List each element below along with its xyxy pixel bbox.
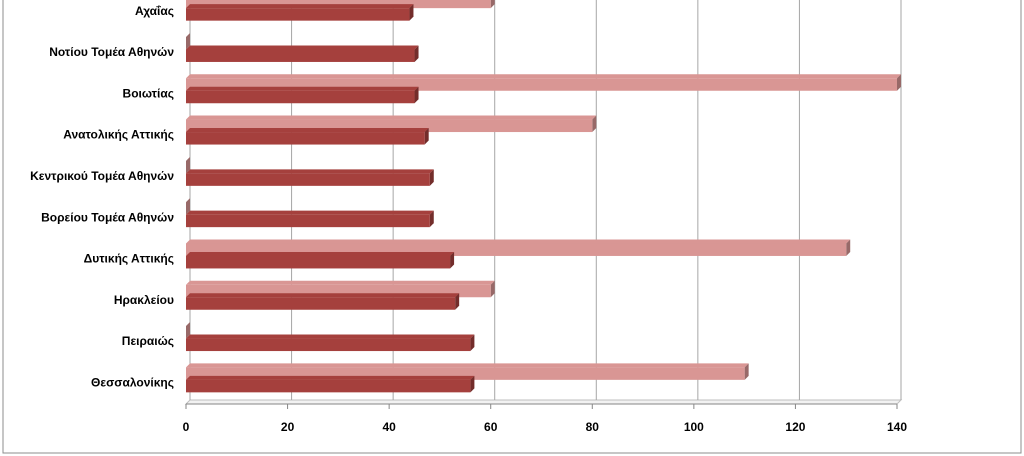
bar-side [429, 210, 434, 228]
bar-side [414, 86, 419, 104]
bar [186, 214, 430, 228]
bar [186, 173, 430, 186]
bar-top [186, 4, 414, 9]
bar-top [186, 86, 419, 91]
bar-side [424, 128, 429, 145]
bar-side [846, 239, 851, 256]
bar-side [186, 32, 190, 50]
y-tick-label: Αχαΐας [135, 4, 174, 18]
y-tick-label: Ανατολικής Αττικής [63, 128, 174, 142]
bar-top [186, 334, 475, 339]
x-tick-label: 60 [484, 420, 498, 434]
bar-side [186, 156, 190, 174]
bar [186, 0, 491, 9]
y-tick-label: Βορείου Τομέα Αθηνών [41, 210, 174, 224]
bar-top [186, 280, 495, 285]
bar-top [186, 251, 455, 256]
x-tick-label: 140 [887, 420, 907, 434]
y-tick-label: Βοιωτίας [123, 86, 174, 100]
bar-side [409, 4, 414, 21]
bar [186, 90, 415, 104]
bar-side [186, 322, 190, 339]
bar [186, 338, 471, 352]
bar-side [186, 198, 190, 215]
bar-side [455, 293, 460, 310]
bar-top [186, 293, 460, 298]
x-tick-label: 100 [684, 420, 704, 434]
x-tick-label: 120 [785, 420, 805, 434]
bar-side [429, 169, 434, 186]
bar-side [897, 74, 901, 91]
x-tick-label: 0 [183, 420, 190, 434]
bar-top [186, 363, 749, 368]
bar-side [490, 280, 495, 298]
bar-top [186, 45, 419, 50]
bar [186, 49, 415, 62]
x-tick-label: 40 [382, 420, 396, 434]
bar-top [186, 115, 597, 120]
y-tick-label: Δυτικής Αττικής [84, 252, 174, 266]
y-tick-label: Θεσσαλονίκης [91, 376, 174, 390]
plot-floor [184, 399, 903, 405]
x-tick-label: 20 [281, 420, 295, 434]
bar [186, 8, 410, 21]
bar-top [186, 239, 851, 244]
bar-top [186, 128, 429, 133]
y-tick-label: Πειραιώς [122, 334, 174, 348]
bar-side [450, 251, 455, 269]
bar-top [186, 210, 434, 215]
y-tick-label: Νοτίου Τομέα Αθηνών [49, 45, 174, 59]
bar-side [490, 0, 495, 9]
bar-top [186, 375, 475, 380]
bar-side [592, 115, 597, 133]
bar-top [186, 74, 901, 79]
bar [186, 297, 456, 310]
bar-side [470, 334, 475, 352]
bar-side [744, 363, 749, 380]
bar-side [470, 375, 475, 393]
bar-top [186, 169, 434, 174]
x-tick-label: 80 [586, 420, 600, 434]
y-tick-label: Κεντρικού Τομέα Αθηνών [30, 169, 174, 183]
bar [186, 379, 471, 393]
y-tick-label: Ηρακλείου [114, 293, 174, 307]
bar [186, 132, 425, 145]
bar [186, 255, 451, 269]
bar-side [414, 45, 419, 62]
